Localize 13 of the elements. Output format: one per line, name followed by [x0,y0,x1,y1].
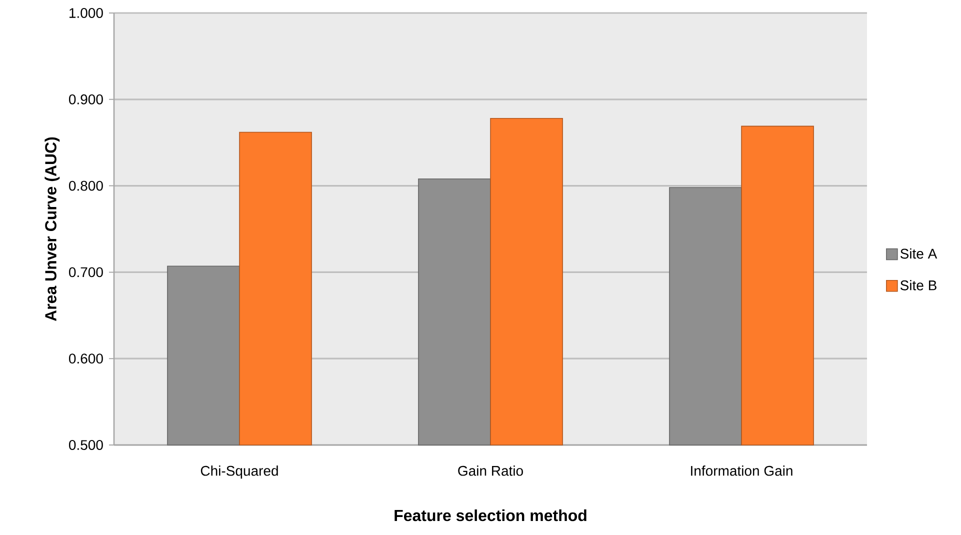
x-tick-label: Gain Ratio [458,466,523,476]
y-tick-label: 0.800 [68,180,103,191]
y-axis-title: Area Unver Curve (AUC) [44,137,60,322]
legend-label: Site A [900,248,938,259]
y-tick-label: 1.000 [70,8,103,18]
x-tick-label: Chi-Squared [200,466,278,479]
y-tick-label: 0.900 [68,94,103,104]
legend-label: Site B [900,280,936,290]
y-tick-label: 0.600 [68,354,103,364]
x-tick-label: Information Gain [691,466,792,476]
y-tick-label: 0.500 [68,440,103,450]
x-axis-title: Feature selection method [394,509,586,522]
y-tick-label: 0.700 [68,267,103,278]
